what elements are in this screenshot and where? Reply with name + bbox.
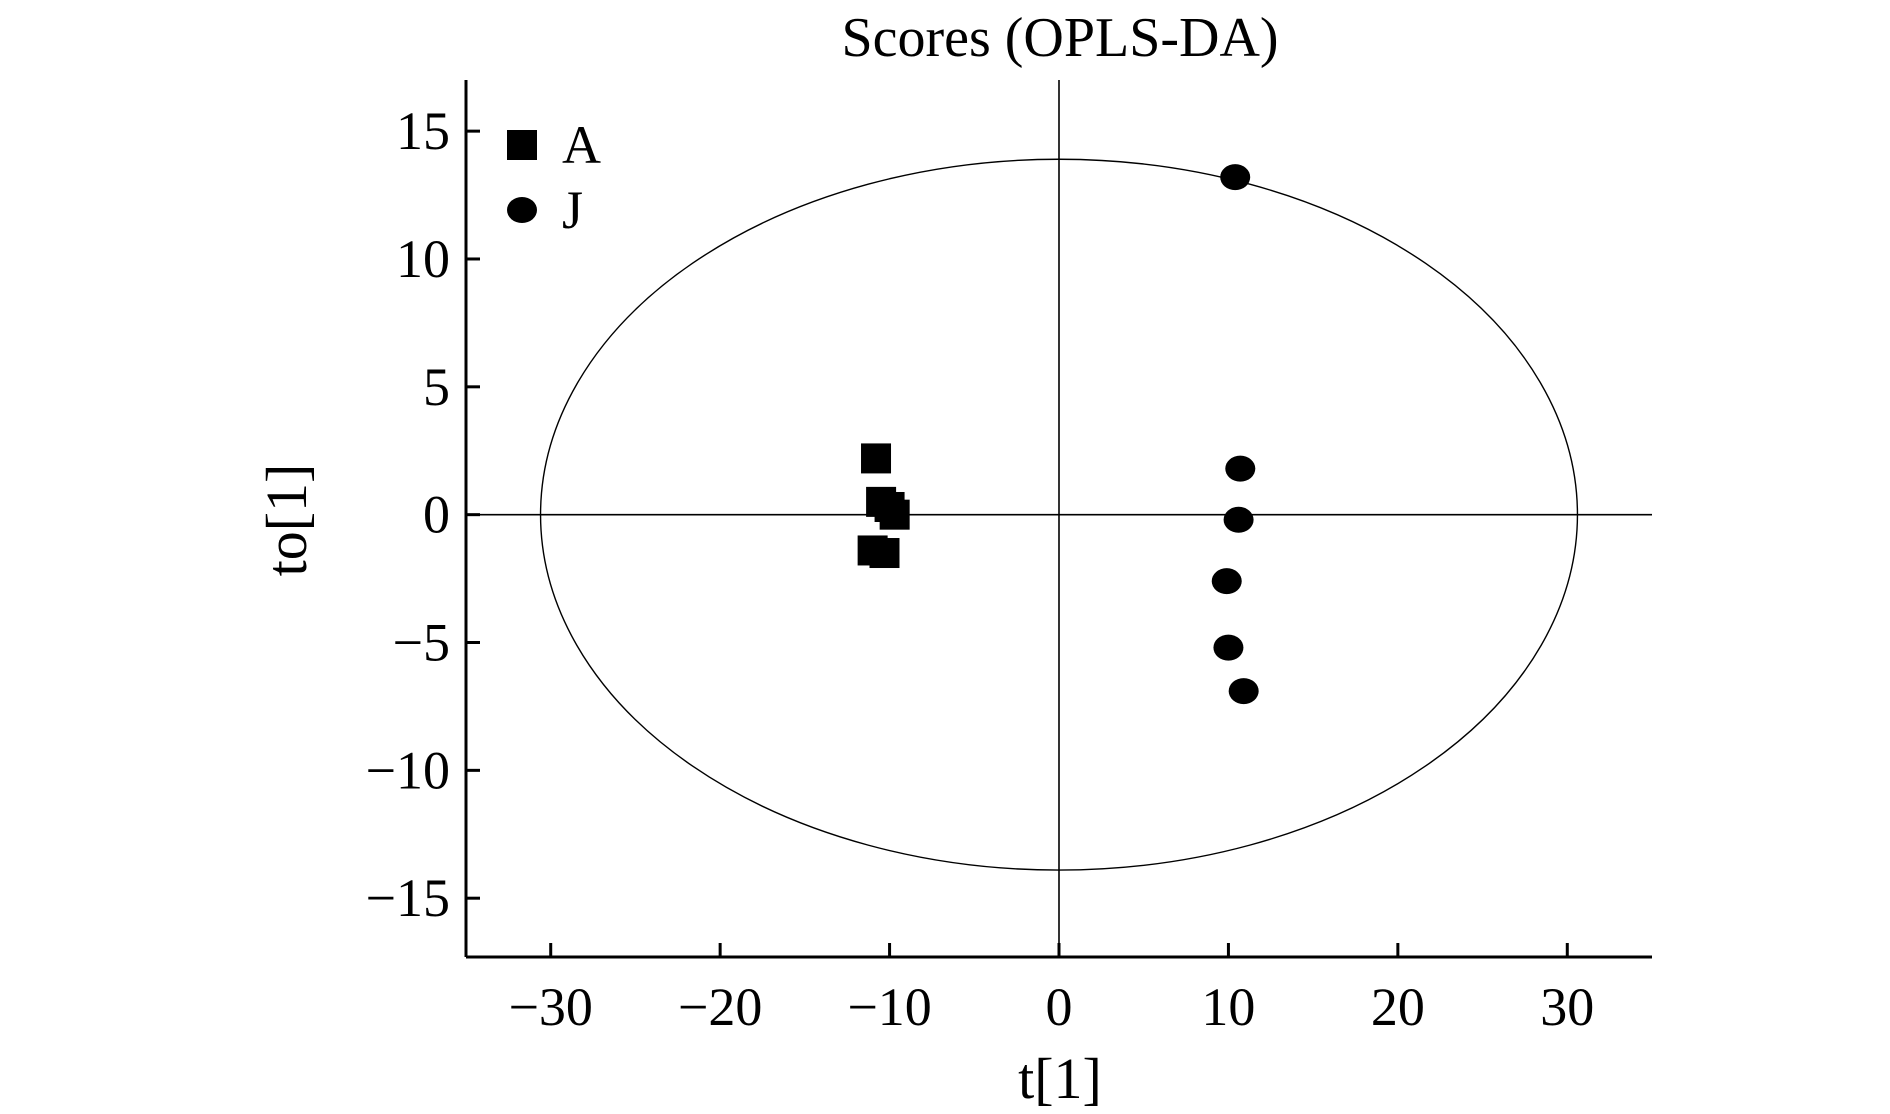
x-tick-label: 30 [1540, 977, 1594, 1037]
data-point-j [1225, 455, 1256, 482]
data-point-j [1228, 678, 1259, 705]
legend-marker-circle [507, 197, 537, 223]
data-point-j [1220, 164, 1251, 191]
y-tick-label: −15 [366, 868, 450, 928]
data-point-j [1223, 506, 1254, 533]
x-tick-label: 10 [1201, 977, 1255, 1037]
y-tick-label: −5 [393, 613, 450, 673]
x-tick-label: 0 [1046, 977, 1073, 1037]
x-axis-label: t[1] [1018, 1046, 1102, 1111]
x-tick-label: −10 [847, 977, 931, 1037]
data-point-a [879, 499, 910, 530]
chart-title: Scores (OPLS-DA) [841, 7, 1278, 69]
data-point-a [861, 443, 892, 474]
data-point-j [1213, 634, 1244, 661]
plot-area: −30 −20 −10 0 10 20 30 15 10 5 0 −5 −10 −15 AJ [366, 80, 1652, 1037]
data-point-a [869, 538, 900, 569]
y-tick-label: 15 [396, 101, 450, 161]
y-tick-label: 10 [396, 229, 450, 289]
x-tick-label: 20 [1371, 977, 1425, 1037]
x-tick-label: −20 [678, 977, 762, 1037]
y-axis-label: to[1] [254, 464, 319, 577]
data-point-j [1211, 568, 1242, 595]
x-tick-label: −30 [508, 977, 592, 1037]
confidence-ellipse [539, 158, 1579, 871]
legend-label-j: J [562, 180, 583, 240]
y-tick-label: −10 [366, 740, 450, 800]
y-tick-label: 0 [423, 485, 450, 545]
y-tick-label: 5 [423, 357, 450, 417]
legend-label-a: A [562, 115, 601, 175]
legend-marker-square [507, 130, 537, 160]
